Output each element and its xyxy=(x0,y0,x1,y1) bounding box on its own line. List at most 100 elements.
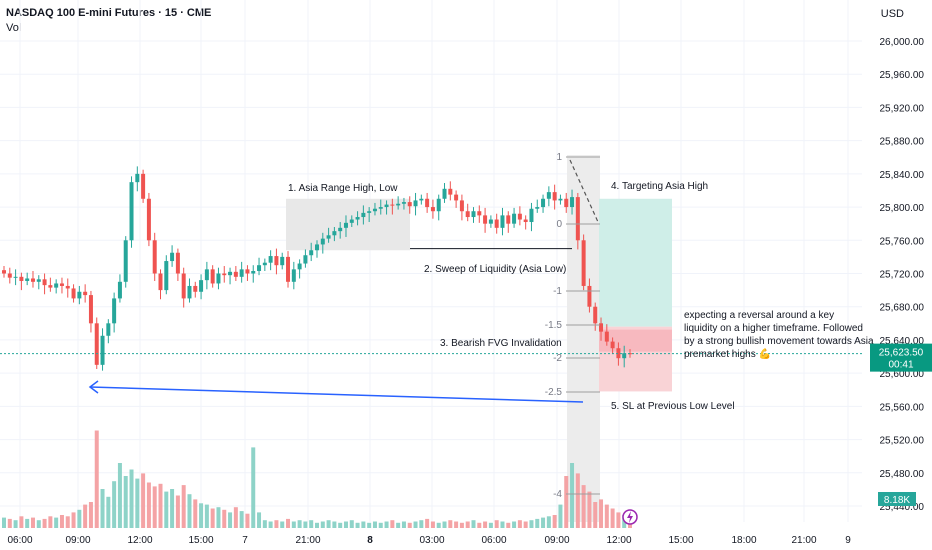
volume-bar xyxy=(355,522,360,528)
candle xyxy=(59,283,64,286)
candle xyxy=(367,211,372,213)
candle xyxy=(199,280,204,292)
volume-bar xyxy=(390,520,395,528)
x-tick-label: 03:00 xyxy=(419,535,444,546)
candle xyxy=(262,262,267,266)
volume-bar xyxy=(384,521,389,528)
candle xyxy=(436,198,441,212)
volume-bar xyxy=(25,518,30,528)
y-tick-label: 25,920.00 xyxy=(880,103,925,114)
annotation-label: premarket highs 💪 xyxy=(684,347,771,360)
volume-bar xyxy=(77,509,82,528)
volume-bar xyxy=(210,508,215,528)
y-tick-label: 25,680.00 xyxy=(880,303,925,314)
volume-bar xyxy=(146,482,151,528)
volume-bar xyxy=(396,522,401,528)
candle xyxy=(390,204,395,206)
candle xyxy=(465,211,470,218)
candle xyxy=(570,197,575,208)
x-tick-label: 18:00 xyxy=(731,535,756,546)
arrow-head xyxy=(88,380,99,394)
fib-level-label: -1.5 xyxy=(545,320,563,331)
y-tick-label: 25,720.00 xyxy=(880,270,925,281)
y-tick-label: 25,440.00 xyxy=(880,502,925,513)
candle xyxy=(280,256,285,266)
volume-indicator-label[interactable]: Vol xyxy=(6,22,22,34)
candle xyxy=(535,207,540,209)
volume-bar xyxy=(506,522,511,528)
candle xyxy=(593,306,598,324)
volume-bar xyxy=(471,520,476,528)
volume-bar xyxy=(175,495,180,528)
y-tick-label: 26,000.00 xyxy=(880,37,925,48)
flash-icon xyxy=(627,511,633,523)
candle xyxy=(135,173,140,183)
candle xyxy=(471,211,476,218)
annotation-label: 4. Targeting Asia High xyxy=(611,181,708,192)
candle xyxy=(622,353,627,359)
volume-bar xyxy=(262,520,267,528)
volume-bar xyxy=(425,518,430,528)
candle xyxy=(291,269,296,282)
volume-bar xyxy=(106,496,111,528)
volume-bar xyxy=(459,522,464,528)
volume-bar xyxy=(587,491,592,528)
volume-bar xyxy=(535,518,540,528)
candle xyxy=(228,271,233,276)
y-tick-label: 25,600.00 xyxy=(880,369,925,380)
y-tick-label: 25,880.00 xyxy=(880,137,925,148)
volume-bar xyxy=(512,521,517,528)
volume-bar xyxy=(94,430,99,528)
candle xyxy=(71,288,76,299)
candle xyxy=(7,273,12,278)
volume-bar xyxy=(222,509,227,528)
candle xyxy=(100,335,105,365)
volume-bar xyxy=(546,516,551,528)
y-tick-label: 25,960.00 xyxy=(880,70,925,81)
volume-bar xyxy=(599,499,604,528)
annotation-label: 1. Asia Range High, Low xyxy=(288,183,398,194)
volume-bar xyxy=(239,511,244,528)
fib-level-label: -2 xyxy=(553,353,562,364)
volume-bar xyxy=(494,520,499,528)
volume-bar xyxy=(204,504,209,528)
candle xyxy=(332,231,337,236)
fib-level-label: -1 xyxy=(553,286,562,297)
volume-bar xyxy=(297,520,302,528)
x-tick-label: 09:00 xyxy=(65,535,90,546)
volume-bar xyxy=(30,517,35,528)
volume-bar xyxy=(199,503,204,528)
currency-label[interactable]: USD xyxy=(880,8,904,20)
candle xyxy=(187,285,192,299)
volume-bar xyxy=(100,489,105,528)
candle xyxy=(216,273,221,284)
candle xyxy=(30,278,35,282)
candle xyxy=(500,215,505,228)
candle xyxy=(326,235,331,239)
volume-bar xyxy=(465,521,470,528)
candle xyxy=(581,240,586,286)
volume-tag-value: 8.18K xyxy=(884,495,910,506)
volume-bar xyxy=(343,521,348,528)
candle xyxy=(309,250,314,256)
target-zone xyxy=(599,198,672,327)
y-tick-label: 25,800.00 xyxy=(880,203,925,214)
volume-bar xyxy=(523,521,528,528)
candle xyxy=(286,256,291,282)
volume-bar xyxy=(152,486,157,528)
candle xyxy=(193,285,198,292)
volume-bar xyxy=(251,447,256,528)
candle xyxy=(77,291,82,299)
annotation-label: liquidity on a higher timeframe. Followe… xyxy=(684,323,863,334)
volume-bar xyxy=(228,512,233,528)
candle xyxy=(587,285,592,307)
y-tick-label: 25,640.00 xyxy=(880,336,925,347)
volume-bar xyxy=(170,489,175,528)
candle xyxy=(523,219,528,223)
candle xyxy=(204,269,209,281)
candle xyxy=(419,198,424,201)
annotation-label: 5. SL at Previous Low Level xyxy=(611,401,735,412)
volume-bar xyxy=(361,521,366,528)
candle xyxy=(541,198,546,208)
